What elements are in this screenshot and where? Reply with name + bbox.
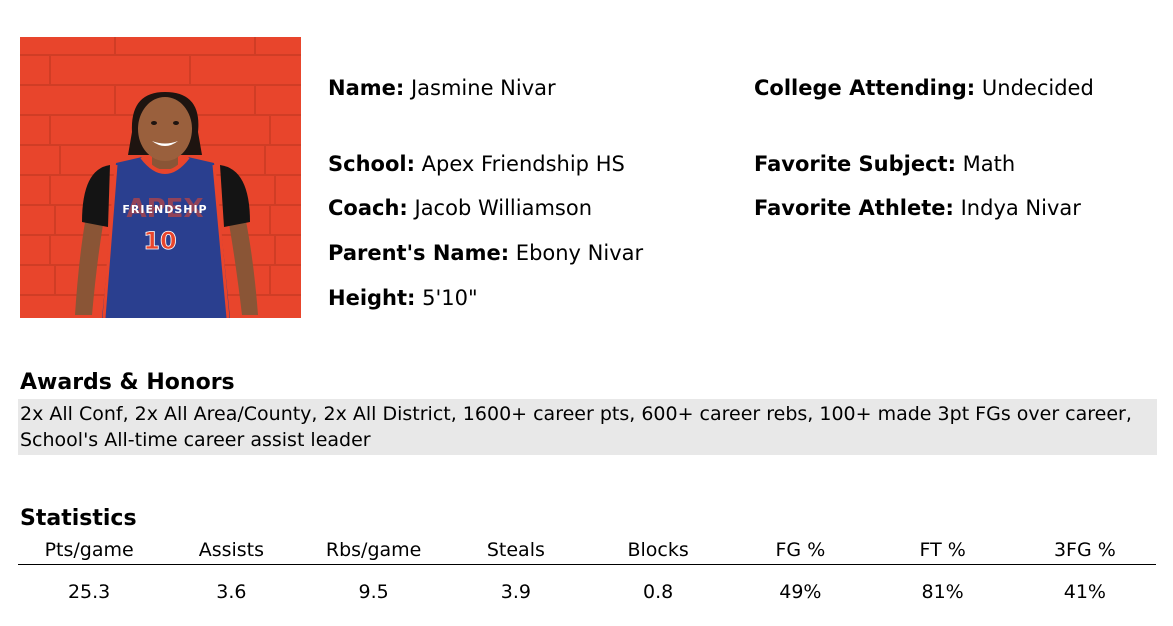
school-field: School: Apex Friendship HS [328,151,625,177]
coach-label: Coach: [328,196,408,220]
parent-value: Ebony Nivar [515,241,644,265]
parent-field: Parent's Name: Ebony Nivar [328,240,643,266]
player-photo-illustration: APEX FRIENDSHIP 10 [20,37,301,318]
stat-value-pts: 25.3 [67,581,111,603]
statistics-header-row: Pts/game Assists Rbs/game Steals Blocks … [18,537,1156,565]
awards-text: 2x All Conf, 2x All Area/County, 2x All … [18,399,1157,455]
stat-value-blocks: 0.8 [643,581,674,603]
height-value: 5'10" [422,286,478,310]
stat-header-assists: Assists [198,539,265,561]
jersey-apex-text: APEX [127,194,204,224]
name-value: Jasmine Nivar [410,76,556,100]
stat-header-ft: FT % [919,539,966,561]
subject-label: Favorite Subject: [754,152,956,176]
college-label: College Attending: [754,76,976,100]
name-label: Name: [328,76,405,100]
stat-header-fg: FG % [775,539,826,561]
awards-title: Awards & Honors [20,370,235,395]
height-label: Height: [328,286,416,310]
player-photo: APEX FRIENDSHIP 10 [20,37,301,318]
stat-header-steals: Steals [486,539,545,561]
jersey-number: 10 [143,227,176,255]
stat-header-rebounds: Rbs/game [325,539,422,561]
statistics-title: Statistics [20,506,137,531]
school-value: Apex Friendship HS [421,152,625,176]
stat-value-steals: 3.9 [500,581,531,603]
stat-header-3fg: 3FG % [1053,539,1116,561]
stat-value-rebounds: 9.5 [358,581,389,603]
name-field: Name: Jasmine Nivar [328,75,556,101]
stat-value-ft: 81% [921,581,964,603]
statistics-table: Pts/game Assists Rbs/game Steals Blocks … [18,537,1156,605]
coach-value: Jacob Williamson [414,196,593,220]
athlete-value: Indya Nivar [960,196,1081,220]
college-value: Undecided [981,76,1094,100]
stat-value-assists: 3.6 [216,581,247,603]
height-field: Height: 5'10" [328,285,478,311]
stat-header-blocks: Blocks [627,539,689,561]
stat-value-3fg: 41% [1063,581,1106,603]
stat-header-pts: Pts/game [44,539,134,561]
statistics-value-row: 25.3 3.6 9.5 3.9 0.8 49% 81% 41% [18,565,1156,605]
parent-label: Parent's Name: [328,241,510,265]
college-field: College Attending: Undecided [754,75,1094,101]
jersey-team-text: FRIENDSHIP [122,203,207,216]
coach-field: Coach: Jacob Williamson [328,195,592,221]
stat-value-fg: 49% [779,581,822,603]
athlete-label: Favorite Athlete: [754,196,954,220]
subject-value: Math [962,152,1016,176]
school-label: School: [328,152,415,176]
subject-field: Favorite Subject: Math [754,151,1015,177]
athlete-field: Favorite Athlete: Indya Nivar [754,195,1081,221]
